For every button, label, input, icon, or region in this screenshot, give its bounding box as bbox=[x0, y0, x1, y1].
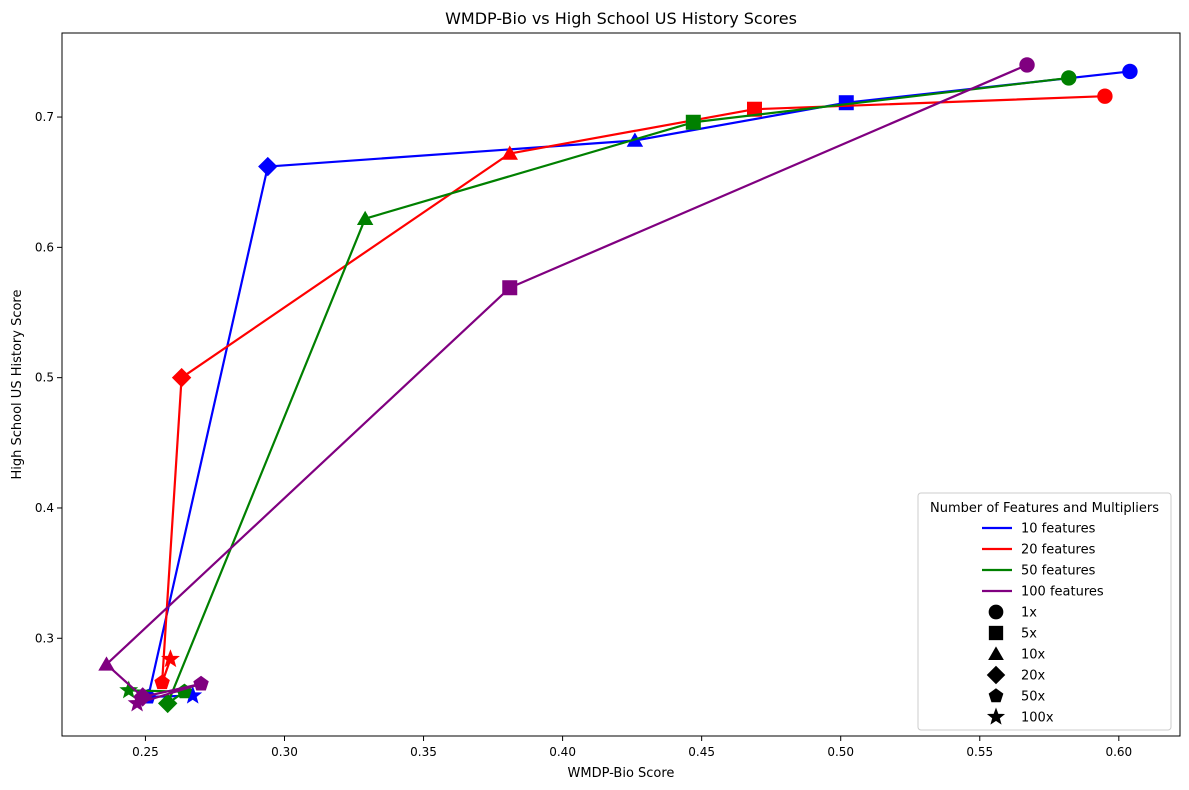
data-point bbox=[171, 367, 192, 388]
legend-marker bbox=[988, 604, 1004, 620]
y-tick-label: 0.3 bbox=[35, 631, 54, 645]
legend-label: 1x bbox=[1021, 606, 1037, 621]
data-point bbox=[127, 693, 147, 712]
legend-marker bbox=[988, 646, 1004, 660]
x-tick-label: 0.60 bbox=[1105, 745, 1132, 759]
legend-item: 5x bbox=[988, 625, 1037, 642]
data-point bbox=[501, 145, 518, 160]
data-point bbox=[1122, 63, 1138, 80]
axes-frame bbox=[61, 32, 1181, 737]
data-point bbox=[746, 101, 762, 117]
legend-item: 10x bbox=[988, 646, 1046, 663]
legend-item: 50x bbox=[988, 688, 1046, 705]
data-point bbox=[258, 156, 278, 177]
x-axis-label: WMDP-Bio Score bbox=[568, 766, 675, 781]
y-tick-label: 0.4 bbox=[35, 501, 54, 515]
legend-title: Number of Features and Multipliers bbox=[930, 501, 1159, 516]
legend-frame bbox=[917, 492, 1172, 731]
legend-item: 50 features bbox=[982, 564, 1096, 579]
legend-item: 10 features bbox=[982, 522, 1096, 537]
data-point bbox=[502, 280, 518, 296]
x-tick-label: 0.50 bbox=[827, 745, 854, 759]
data-point bbox=[1061, 70, 1077, 86]
axes-layer: 0.25 0.30 0.35 0.40 0.45 0.50 0.55 0.60 0.3 0.4 0.… bbox=[35, 32, 1181, 759]
legend-item: 1x bbox=[988, 604, 1037, 621]
series-line bbox=[105, 63, 1028, 705]
legend-label: 20 features bbox=[1021, 543, 1096, 558]
data-point bbox=[154, 674, 170, 690]
chart-title: WMDP-Bio vs High School US History Score… bbox=[445, 9, 797, 28]
y-tick-label: 0.7 bbox=[35, 110, 54, 124]
y-axis-label: High School US History Score bbox=[10, 290, 25, 480]
legend-label: 50 features bbox=[1021, 564, 1096, 579]
legend-label: 5x bbox=[1021, 627, 1037, 642]
legend-label: 50x bbox=[1021, 690, 1046, 705]
x-tick-label: 0.45 bbox=[688, 745, 715, 759]
x-tick-label: 0.40 bbox=[549, 745, 576, 759]
data-point bbox=[119, 680, 139, 699]
x-tick-label: 0.25 bbox=[132, 745, 159, 759]
x-tick-label: 0.35 bbox=[410, 745, 437, 759]
data-point bbox=[161, 649, 180, 668]
legend-marker bbox=[986, 665, 1006, 685]
data-point bbox=[356, 210, 374, 225]
legend: Number of Features and Multipliers 10 fe… bbox=[917, 492, 1172, 731]
y-tick-label: 0.6 bbox=[35, 240, 54, 254]
y-tick-label: 0.5 bbox=[35, 371, 54, 385]
data-point bbox=[193, 675, 209, 691]
data-point bbox=[1019, 57, 1035, 73]
series-layer bbox=[98, 57, 1138, 714]
legend-item: 20 features bbox=[982, 543, 1096, 558]
legend-label: 20x bbox=[1021, 669, 1046, 684]
legend-label: 100x bbox=[1021, 711, 1054, 726]
legend-label: 10x bbox=[1021, 648, 1046, 663]
legend-marker bbox=[988, 625, 1004, 641]
legend-item: 100 features bbox=[982, 585, 1104, 600]
x-tick-label: 0.30 bbox=[271, 745, 298, 759]
x-tick-label: 0.55 bbox=[966, 745, 993, 759]
series-3 bbox=[98, 57, 1035, 712]
data-point bbox=[157, 693, 178, 714]
data-point bbox=[685, 114, 701, 130]
legend-marker bbox=[986, 707, 1006, 725]
legend-label: 100 features bbox=[1021, 585, 1104, 600]
legend-item: 20x bbox=[986, 665, 1046, 685]
legend-marker bbox=[988, 688, 1004, 703]
legend-item: 100x bbox=[986, 707, 1054, 726]
legend-label: 10 features bbox=[1021, 522, 1096, 537]
data-point bbox=[98, 656, 115, 671]
data-point bbox=[1097, 88, 1113, 104]
